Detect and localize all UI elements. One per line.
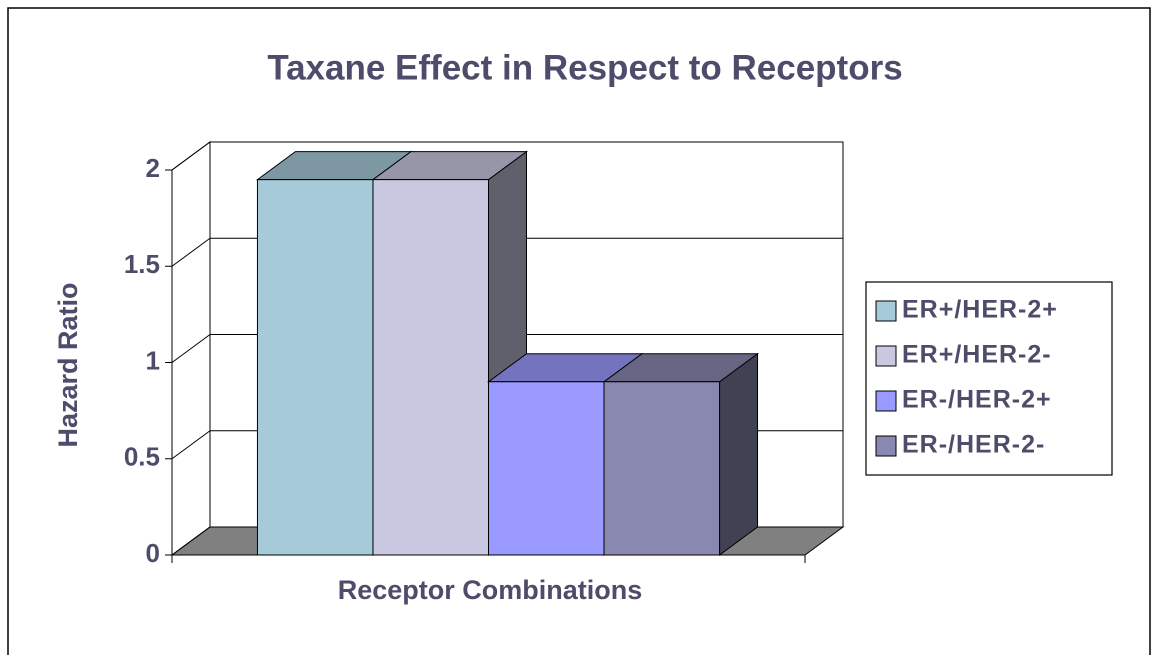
legend [865, 281, 1113, 476]
frame [7, 7, 1151, 655]
legend-swatch [875, 435, 897, 457]
y-tick-label: 1.5 [124, 249, 160, 279]
y-tick-label: 1 [146, 345, 160, 375]
x-axis-label: Receptor Combinations [338, 575, 643, 605]
grid-line [171, 237, 211, 267]
grid-line [171, 430, 211, 460]
grid-line [171, 141, 211, 171]
grid-line [171, 526, 211, 556]
legend-swatch [875, 345, 897, 367]
bar [603, 381, 721, 556]
y-tick-label: 0 [146, 538, 160, 568]
plot: 0 0.5 1 1.5 2 [124, 141, 845, 568]
bar [488, 381, 605, 556]
grid-line [171, 334, 211, 363]
bar-side [719, 352, 759, 556]
chart-title: Taxane Effect in Respect to Receptors [267, 48, 902, 87]
y-tick-label: 0.5 [124, 442, 160, 472]
legend-label: ER+/HER-2- [902, 341, 1052, 369]
legend-label: ER-/HER-2- [902, 431, 1045, 459]
bar [372, 179, 490, 556]
legend-items: ER+/HER-2+ ER+/HER-2- ER-/HER-2+ ER-/HER-2- [875, 296, 1058, 459]
legend-swatch [875, 300, 897, 322]
bar [256, 179, 374, 556]
legend-swatch [875, 390, 897, 412]
y-tick-label: 2 [146, 153, 160, 183]
legend-label: ER+/HER-2+ [902, 296, 1058, 324]
y-axis-label: Hazard Ratio [53, 282, 83, 447]
legend-label: ER-/HER-2+ [902, 386, 1052, 414]
